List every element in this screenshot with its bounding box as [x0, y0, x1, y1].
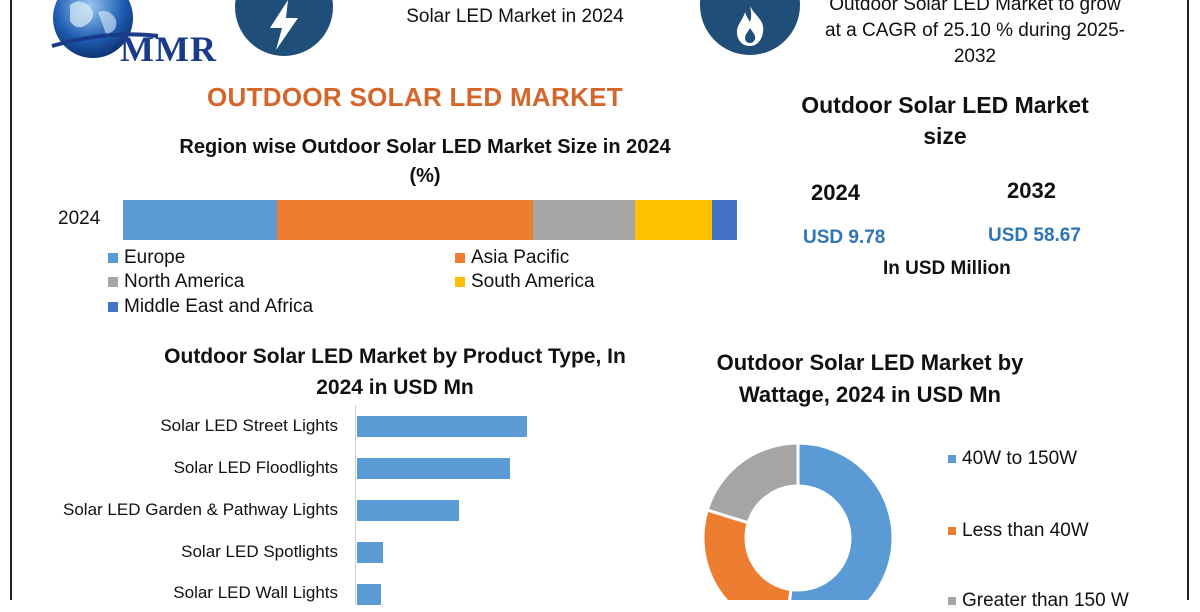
legend-mea-label: Middle East and Africa — [124, 296, 314, 317]
market-size-year-2024: 2024 — [811, 180, 860, 205]
market-size-year-2032: 2032 — [1007, 178, 1056, 203]
legend-mea: Middle East and Africa — [108, 296, 313, 318]
wattage-legend-40w-150w-swatch — [948, 455, 956, 463]
legend-europe-label: Europe — [124, 247, 186, 268]
stack-seg-asia-pacific — [277, 200, 534, 240]
legend-south-america-swatch — [455, 277, 465, 287]
legend-north-america: North America — [108, 271, 244, 293]
header-right-text: Outdoor Solar LED Market to grow at a CA… — [805, 0, 1145, 70]
donut-slice-less-40w — [701, 508, 793, 600]
header-right-line-2: at a CAGR of 25.10 % during 2025- — [825, 20, 1125, 41]
stack-seg-europe — [123, 200, 278, 240]
left-border — [10, 0, 12, 600]
region-chart-title-line-1: Region wise Outdoor Solar LED Market Siz… — [179, 136, 671, 158]
stack-seg-north-america — [533, 200, 636, 240]
product-chart-title-line-1: Outdoor Solar LED Market by Product Type… — [164, 345, 626, 368]
wattage-legend-40w-150w-label: 40W to 150W — [962, 448, 1078, 469]
wattage-legend-less-40w: Less than 40W — [948, 520, 1089, 542]
main-title: OUTDOOR SOLAR LED MARKET — [207, 82, 623, 112]
wattage-chart-title-line-2: Wattage, 2024 in USD Mn — [738, 382, 1001, 407]
stack-seg-mea — [712, 200, 737, 240]
logo-text: MMR — [120, 29, 217, 69]
product-label-street-lights: Solar LED Street Lights — [160, 416, 338, 435]
wattage-legend-greater-150w-label: Greater than 150 W — [962, 590, 1129, 611]
legend-asia-pacific-label: Asia Pacific — [471, 247, 570, 268]
product-bar-spotlights — [357, 542, 383, 563]
market-size-value-2024: USD 9.78 — [803, 227, 886, 248]
right-border — [1187, 0, 1189, 600]
wattage-chart-title-line-1: Outdoor Solar LED Market by — [716, 350, 1024, 375]
flame-icon — [737, 6, 764, 46]
legend-europe: Europe — [108, 247, 185, 269]
product-bar-wall-lights — [357, 584, 382, 605]
logo: MMR — [48, 0, 228, 70]
globe-logo-icon — [51, 0, 159, 58]
wattage-legend-40w-150w: 40W to 150W — [948, 448, 1077, 470]
lightning-icon — [270, 0, 298, 50]
market-size-unit: In USD Million — [883, 258, 1011, 279]
market-size-title-line-2: size — [923, 123, 967, 149]
market-size-value-2032: USD 58.67 — [988, 225, 1081, 246]
product-label-wall-lights: Solar LED Wall Lights — [173, 583, 338, 602]
wattage-legend-greater-150w: Greater than 150 W — [948, 590, 1129, 612]
product-label-floodlights: Solar LED Floodlights — [173, 458, 338, 477]
wattage-chart-title: Outdoor Solar LED Market by Wattage, 202… — [690, 347, 1050, 411]
market-size-title-line-1: Outdoor Solar LED Market — [801, 92, 1089, 118]
region-chart-title: Region wise Outdoor Solar LED Market Siz… — [150, 133, 700, 191]
donut-slice-greater-150w — [705, 441, 800, 525]
stack-seg-south-america — [635, 200, 713, 240]
legend-mea-swatch — [108, 302, 118, 312]
product-label-garden-pathway: Solar LED Garden & Pathway Lights — [63, 500, 338, 519]
region-stacked-bar — [123, 200, 737, 240]
flame-badge — [700, 0, 800, 55]
legend-europe-swatch — [108, 253, 118, 263]
header-left-text: Solar LED Market in 2024 — [406, 6, 624, 27]
wattage-legend-less-40w-label: Less than 40W — [962, 520, 1089, 541]
product-bar-garden-pathway — [357, 500, 459, 521]
wattage-legend-less-40w-swatch — [948, 527, 956, 535]
legend-north-america-label: North America — [124, 271, 245, 292]
product-bar-floodlights — [357, 458, 510, 479]
region-chart-title-line-2: (%) — [409, 165, 441, 187]
wattage-legend-greater-150w-swatch — [948, 597, 956, 605]
product-label-spotlights: Solar LED Spotlights — [181, 542, 338, 561]
header-right-line-1: Outdoor Solar LED Market to grow — [829, 0, 1121, 15]
legend-south-america-label: South America — [471, 271, 595, 292]
product-chart-title: Outdoor Solar LED Market by Product Type… — [130, 341, 660, 403]
lightning-badge — [235, 0, 333, 56]
legend-north-america-swatch — [108, 277, 118, 287]
legend-south-america: South America — [455, 271, 595, 293]
legend-asia-pacific: Asia Pacific — [455, 247, 569, 269]
header-right-line-3: 2032 — [953, 46, 997, 67]
donut-slice-40w-150w — [788, 441, 895, 600]
legend-asia-pacific-swatch — [455, 253, 465, 263]
wattage-donut — [701, 441, 895, 600]
product-axis-line — [355, 405, 356, 605]
region-category-label: 2024 — [58, 208, 101, 229]
product-chart-title-line-2: 2024 in USD Mn — [316, 376, 474, 399]
product-bar-street-lights — [357, 416, 527, 437]
market-size-title: Outdoor Solar LED Market size — [790, 90, 1100, 152]
